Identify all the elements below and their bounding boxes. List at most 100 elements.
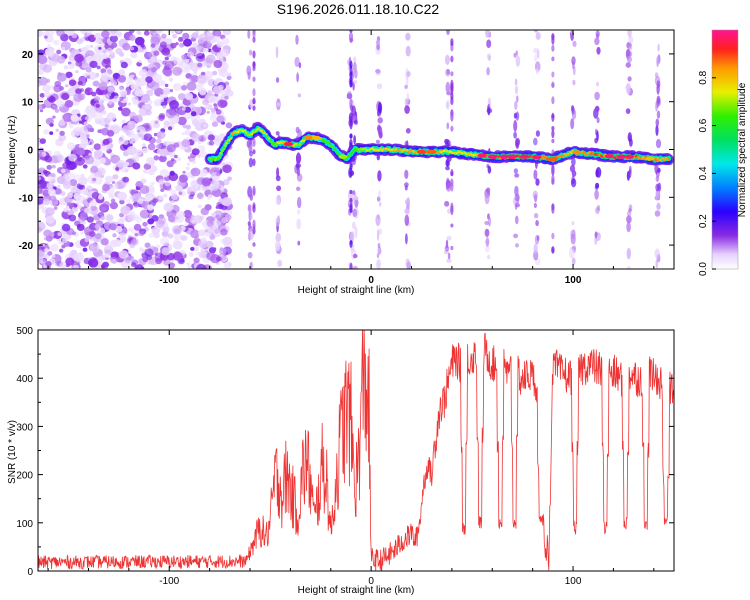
noise-speckle <box>189 62 200 72</box>
noise-speckle <box>134 77 142 84</box>
streak-speckle <box>349 163 353 171</box>
streak-speckle <box>349 60 353 69</box>
noise-speckle <box>211 121 219 127</box>
noise-speckle <box>118 232 126 239</box>
noise-speckle <box>56 185 61 189</box>
noise-speckle <box>151 215 159 222</box>
noise-speckle <box>143 30 150 36</box>
streak-speckle <box>513 233 519 239</box>
ridge-cell <box>218 155 221 159</box>
noise-speckle <box>83 155 95 165</box>
noise-speckle <box>45 117 54 126</box>
streak-speckle <box>657 43 660 52</box>
streak-speckle <box>375 69 381 76</box>
streak-speckle <box>250 213 253 220</box>
noise-speckle <box>106 47 113 54</box>
noise-speckle <box>220 228 228 236</box>
noise-speckle <box>56 49 62 55</box>
ridge-cell <box>379 147 382 150</box>
colorbar-tick-label: 0.4 <box>698 166 709 180</box>
noise-speckle <box>43 129 50 135</box>
streak-speckle <box>654 72 659 78</box>
streak-speckle <box>487 165 492 174</box>
noise-speckle <box>97 195 104 200</box>
streak-speckle <box>445 182 452 192</box>
noise-speckle <box>102 94 110 102</box>
noise-speckle <box>91 192 100 199</box>
noise-speckle <box>38 179 47 189</box>
streak-speckle <box>405 258 410 268</box>
ridge-cell <box>228 139 231 142</box>
noise-speckle <box>104 253 110 258</box>
noise-speckle <box>140 94 151 104</box>
noise-speckle <box>77 80 83 86</box>
noise-speckle <box>39 109 44 113</box>
streak-speckle <box>487 97 492 108</box>
y-tick-label: 0 <box>27 146 33 157</box>
noise-speckle <box>142 143 146 147</box>
streak-speckle <box>533 30 538 33</box>
streak-speckle <box>551 138 555 144</box>
ridge-cell <box>567 152 570 156</box>
noise-speckle <box>168 77 174 82</box>
noise-speckle <box>143 163 151 170</box>
noise-speckle <box>59 261 67 269</box>
streak-speckle <box>551 33 555 41</box>
noise-speckle <box>198 140 202 145</box>
streak-speckle <box>275 77 280 83</box>
streak-speckle <box>353 79 358 85</box>
streak-speckle <box>656 96 660 109</box>
noise-speckle <box>96 255 104 263</box>
noise-speckle <box>139 185 150 195</box>
noise-speckle <box>206 31 211 36</box>
ridge-cell <box>348 154 351 157</box>
ridge-cell <box>298 142 302 146</box>
streak-speckle <box>551 129 555 139</box>
noise-speckle <box>44 47 54 57</box>
x-tick-label: 0 <box>368 275 374 286</box>
noise-speckle <box>95 38 102 44</box>
noise-speckle <box>166 186 172 192</box>
noise-speckle <box>191 119 199 126</box>
streak-speckle <box>570 118 575 130</box>
vertical-streaks-layer <box>246 30 662 269</box>
snr-x-label: Height of straight line (km) <box>298 585 415 596</box>
ridge-cell <box>583 150 586 154</box>
noise-speckle <box>57 232 62 236</box>
noise-speckle <box>225 89 234 97</box>
noise-speckle <box>200 151 207 158</box>
noise-speckle <box>40 259 47 265</box>
streak-speckle <box>486 39 492 48</box>
noise-speckle <box>58 134 67 142</box>
noise-speckle <box>86 185 93 191</box>
noise-speckle <box>140 266 145 269</box>
noise-speckle <box>177 116 187 126</box>
noise-speckle <box>152 198 158 204</box>
streak-speckle <box>377 107 382 117</box>
streak-speckle <box>626 215 632 224</box>
ridge-cell <box>229 137 232 140</box>
ridge-cell <box>221 149 224 153</box>
ridge-hotspot <box>477 153 487 158</box>
noise-speckle <box>80 30 87 34</box>
noise-speckle <box>159 148 169 157</box>
streak-speckle <box>444 245 450 252</box>
noise-speckle <box>158 178 165 185</box>
noise-speckle <box>110 80 117 87</box>
noise-speckle <box>88 152 92 156</box>
noise-speckle <box>190 167 201 177</box>
noise-speckle <box>215 109 222 115</box>
streak-speckle <box>656 110 661 119</box>
noise-speckle <box>190 229 200 239</box>
ridge-cell <box>224 144 227 147</box>
noise-speckle <box>159 41 168 48</box>
streak-speckle <box>595 33 600 39</box>
noise-speckle <box>193 257 200 264</box>
noise-speckle <box>121 119 126 124</box>
noise-speckle <box>182 32 190 40</box>
noise-speckle <box>85 66 92 73</box>
streak-speckle <box>514 193 520 202</box>
noise-speckle <box>127 227 133 232</box>
noise-speckle <box>213 85 223 95</box>
noise-speckle <box>178 36 184 42</box>
